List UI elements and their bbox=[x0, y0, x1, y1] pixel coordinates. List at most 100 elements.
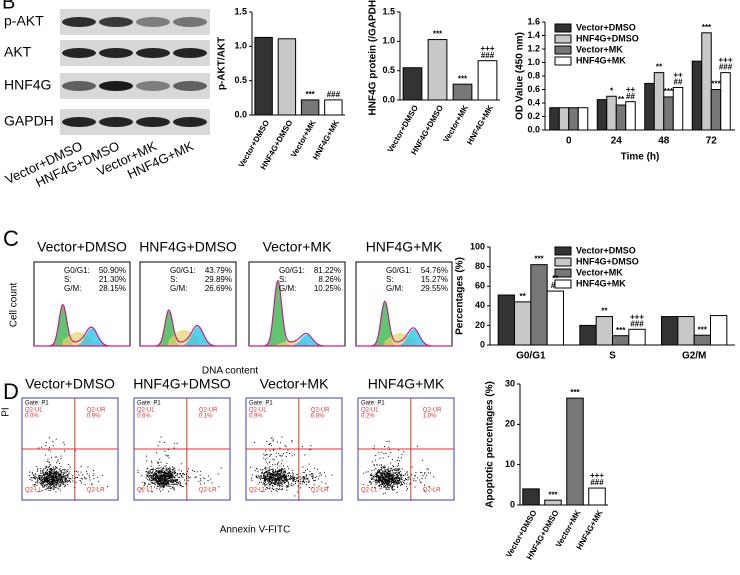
dot bbox=[45, 467, 47, 469]
dot bbox=[52, 481, 54, 483]
dot bbox=[387, 486, 389, 488]
dot bbox=[50, 470, 52, 472]
dot bbox=[284, 482, 286, 484]
dot bbox=[39, 480, 41, 482]
dot bbox=[279, 479, 281, 481]
dot bbox=[384, 472, 386, 474]
dot bbox=[31, 479, 33, 481]
dot bbox=[162, 470, 164, 472]
dot bbox=[275, 478, 277, 480]
dot bbox=[383, 473, 385, 475]
dot bbox=[156, 470, 158, 472]
dot bbox=[168, 448, 170, 450]
dot bbox=[300, 487, 302, 489]
dot bbox=[278, 468, 280, 470]
dot bbox=[155, 475, 157, 477]
dot bbox=[218, 486, 220, 488]
dot bbox=[57, 473, 59, 475]
dot bbox=[56, 476, 58, 478]
dot bbox=[59, 489, 61, 491]
dot bbox=[42, 468, 44, 470]
dot bbox=[45, 473, 47, 475]
dot bbox=[50, 478, 52, 480]
dot bbox=[84, 483, 86, 485]
phase-label: S: bbox=[170, 275, 178, 284]
dot bbox=[82, 474, 84, 476]
dot bbox=[388, 474, 390, 476]
dot bbox=[394, 476, 396, 478]
dot bbox=[168, 475, 170, 477]
dot bbox=[278, 461, 280, 463]
dot bbox=[269, 466, 271, 468]
legend-swatch bbox=[554, 257, 572, 267]
dot bbox=[427, 472, 429, 474]
dot bbox=[389, 477, 391, 479]
legend-swatch bbox=[554, 45, 572, 55]
dot bbox=[389, 475, 391, 477]
dot bbox=[159, 475, 161, 477]
dot bbox=[63, 475, 65, 477]
dot bbox=[403, 479, 405, 481]
dot bbox=[388, 470, 390, 472]
bar bbox=[710, 89, 722, 131]
dot bbox=[63, 441, 65, 443]
dot bbox=[398, 482, 400, 484]
dot bbox=[49, 486, 51, 488]
dot bbox=[308, 474, 310, 476]
bar bbox=[577, 107, 589, 131]
dot bbox=[286, 489, 288, 491]
dot bbox=[387, 480, 389, 482]
dot bbox=[393, 478, 395, 480]
dot bbox=[34, 484, 36, 486]
dot bbox=[371, 469, 373, 471]
dot bbox=[283, 478, 285, 480]
dot bbox=[288, 468, 290, 470]
dot bbox=[48, 471, 50, 473]
dot bbox=[161, 468, 163, 470]
dot bbox=[266, 457, 268, 459]
dot bbox=[38, 475, 40, 477]
dot bbox=[382, 475, 384, 477]
dot bbox=[58, 481, 60, 483]
dot bbox=[168, 478, 170, 480]
dot bbox=[52, 476, 54, 478]
dot bbox=[37, 468, 39, 470]
dot bbox=[81, 478, 83, 480]
dot bbox=[285, 481, 287, 483]
dot bbox=[390, 451, 392, 453]
dot bbox=[46, 473, 48, 475]
dot bbox=[379, 479, 381, 481]
dot bbox=[287, 449, 289, 451]
dot bbox=[36, 482, 38, 484]
dot bbox=[77, 476, 79, 478]
dot bbox=[306, 474, 308, 476]
dot bbox=[269, 476, 271, 478]
dot bbox=[389, 484, 391, 486]
dot bbox=[168, 486, 170, 488]
dot bbox=[156, 468, 158, 470]
dot bbox=[172, 476, 174, 478]
dot bbox=[294, 480, 296, 482]
dot bbox=[385, 488, 387, 490]
dot bbox=[172, 470, 174, 472]
dot bbox=[157, 485, 159, 487]
blot-band bbox=[62, 81, 96, 91]
dot bbox=[400, 474, 402, 476]
dot bbox=[167, 482, 169, 484]
dot bbox=[269, 472, 271, 474]
dot bbox=[278, 476, 280, 478]
dot bbox=[46, 481, 48, 483]
dot bbox=[162, 481, 164, 483]
dot bbox=[271, 473, 273, 475]
dot bbox=[278, 469, 280, 471]
dot bbox=[47, 482, 49, 484]
dot bbox=[301, 483, 303, 485]
dot bbox=[391, 477, 393, 479]
dot bbox=[406, 479, 408, 481]
phase-value: 54.76% bbox=[421, 266, 448, 275]
dot bbox=[369, 473, 371, 475]
panel-label: C bbox=[3, 226, 19, 251]
dot bbox=[379, 478, 381, 480]
dot bbox=[257, 471, 259, 473]
dot bbox=[287, 485, 289, 487]
